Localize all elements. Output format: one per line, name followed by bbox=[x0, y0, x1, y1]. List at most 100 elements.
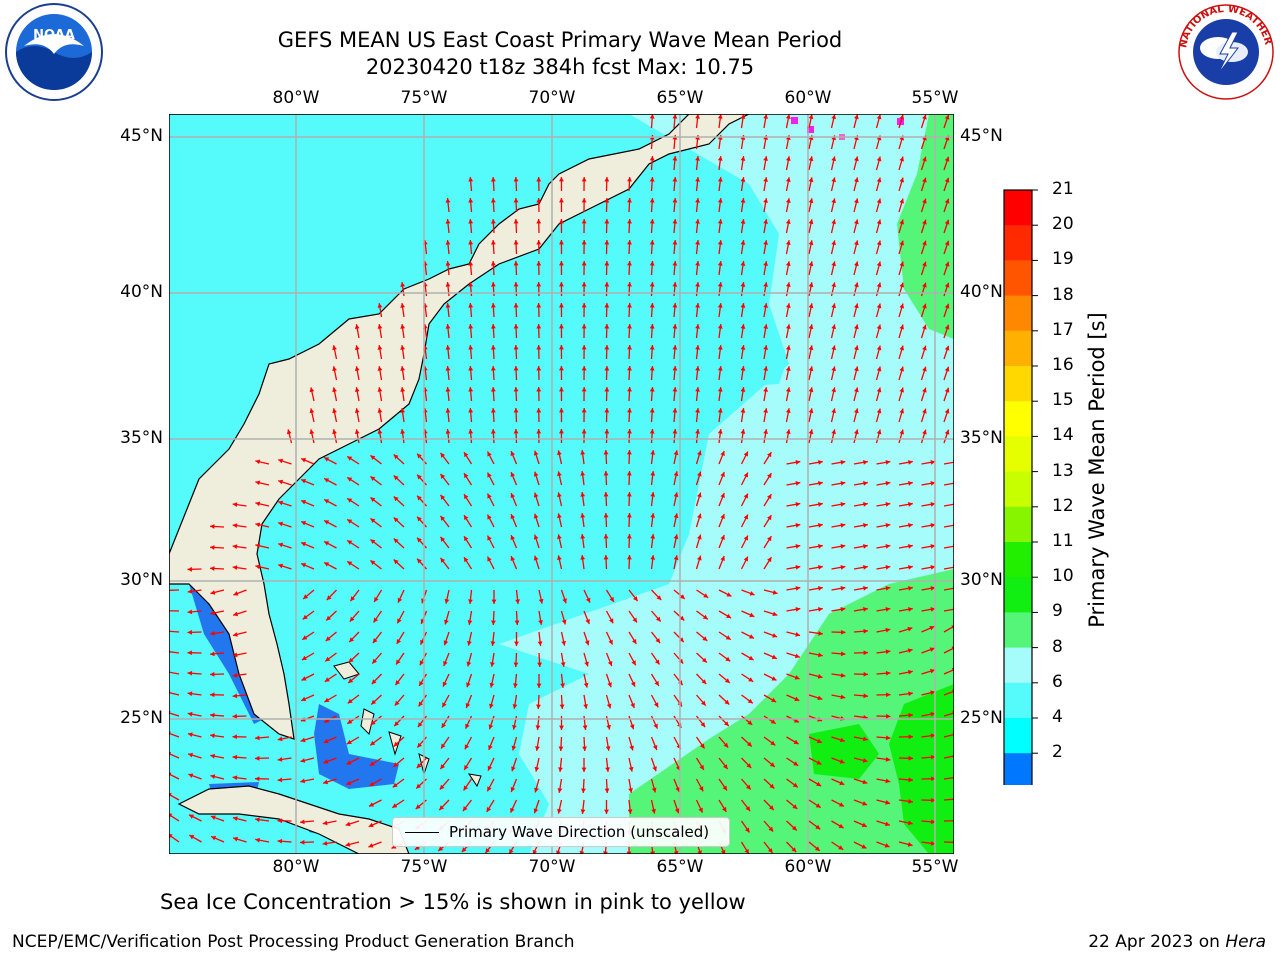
lon-label-top: 55°W bbox=[911, 88, 959, 108]
wave-direction-arrow bbox=[605, 610, 614, 624]
wave-direction-arrow bbox=[898, 156, 905, 171]
wave-direction-arrow bbox=[853, 429, 859, 444]
wave-direction-arrow bbox=[332, 387, 338, 402]
wave-direction-arrow bbox=[232, 775, 247, 781]
wave-direction-arrow bbox=[763, 715, 777, 725]
wave-direction-arrow bbox=[718, 534, 725, 549]
wave-direction-arrow bbox=[740, 820, 751, 833]
wave-direction-arrow bbox=[921, 585, 936, 591]
wave-direction-arrow bbox=[786, 757, 799, 767]
wave-direction-arrow bbox=[534, 757, 540, 772]
wave-direction-arrow bbox=[536, 323, 542, 339]
wave-direction-arrow bbox=[604, 428, 610, 444]
wave-direction-arrow bbox=[628, 715, 635, 730]
wave-direction-arrow bbox=[921, 522, 936, 528]
wave-direction-arrow bbox=[740, 387, 746, 402]
wave-direction-arrow bbox=[740, 799, 751, 812]
wave-direction-arrow bbox=[672, 114, 678, 129]
wave-direction-arrow bbox=[393, 517, 405, 528]
wave-direction-arrow bbox=[785, 114, 791, 129]
wave-direction-arrow bbox=[763, 514, 772, 528]
colorbar-tick-label: 11 bbox=[1052, 531, 1074, 551]
wave-direction-arrow bbox=[559, 386, 564, 402]
wave-direction-arrow bbox=[808, 694, 823, 701]
wave-direction-arrow bbox=[898, 261, 905, 276]
wave-direction-arrow bbox=[740, 535, 749, 549]
wave-direction-arrow bbox=[921, 606, 936, 612]
wave-direction-arrow bbox=[309, 408, 315, 423]
wave-direction-arrow bbox=[673, 555, 679, 570]
wave-direction-arrow bbox=[920, 114, 927, 129]
wave-direction-arrow bbox=[513, 428, 519, 444]
wave-direction-arrow bbox=[831, 501, 846, 507]
wave-direction-arrow bbox=[740, 324, 746, 339]
wave-direction-arrow bbox=[490, 218, 496, 234]
wave-direction-arrow bbox=[808, 585, 823, 591]
wave-direction-arrow bbox=[898, 543, 913, 549]
wave-direction-arrow bbox=[672, 386, 678, 402]
wave-direction-arrow bbox=[672, 176, 678, 192]
wave-direction-arrow bbox=[673, 471, 679, 486]
wave-direction-arrow bbox=[557, 778, 563, 793]
wave-direction-arrow bbox=[853, 799, 868, 806]
colorbar-band bbox=[1004, 190, 1032, 226]
wave-direction-arrow bbox=[876, 480, 891, 486]
wave-direction-arrow bbox=[786, 841, 797, 853]
wave-direction-arrow bbox=[763, 472, 772, 486]
wave-direction-arrow bbox=[786, 652, 801, 659]
wave-direction-arrow bbox=[831, 778, 845, 786]
wave-direction-arrow bbox=[763, 240, 768, 255]
wave-direction-arrow bbox=[763, 156, 768, 171]
wave-direction-arrow bbox=[808, 652, 823, 658]
wave-direction-arrow bbox=[326, 589, 337, 601]
wave-direction-arrow bbox=[831, 629, 846, 635]
wave-direction-arrow bbox=[301, 652, 315, 661]
wave-direction-arrow bbox=[853, 543, 868, 549]
wave-direction-arrow bbox=[943, 429, 950, 444]
wave-direction-arrow bbox=[510, 471, 518, 486]
wave-direction-arrow bbox=[277, 838, 292, 844]
wave-direction-arrow bbox=[603, 533, 609, 549]
wave-direction-arrow bbox=[580, 450, 586, 465]
wave-direction-arrow bbox=[717, 156, 723, 171]
wave-direction-arrow bbox=[672, 323, 678, 339]
wave-direction-arrow bbox=[740, 841, 750, 854]
wave-direction-arrow bbox=[439, 778, 450, 791]
wave-direction-arrow bbox=[605, 694, 612, 709]
wave-direction-arrow bbox=[673, 450, 679, 465]
wave-direction-arrow bbox=[209, 671, 225, 677]
wave-direction-arrow bbox=[763, 177, 768, 192]
wave-direction-arrow bbox=[468, 239, 474, 255]
wave-direction-arrow bbox=[439, 757, 450, 770]
wave-direction-arrow bbox=[300, 520, 315, 528]
wave-direction-arrow bbox=[921, 543, 936, 549]
wave-direction-arrow bbox=[672, 428, 678, 444]
wave-direction-arrow bbox=[445, 303, 451, 318]
wave-direction-arrow bbox=[323, 561, 337, 570]
wave-direction-arrow bbox=[232, 631, 247, 637]
colorbar-band bbox=[1004, 612, 1032, 649]
wave-direction-arrow bbox=[695, 757, 705, 771]
wave-direction-arrow bbox=[763, 673, 777, 681]
wave-direction-arrow bbox=[464, 715, 473, 729]
wave-direction-arrow bbox=[717, 408, 723, 423]
wave-direction-arrow bbox=[400, 429, 405, 444]
wave-direction-arrow bbox=[830, 156, 837, 171]
wave-direction-arrow bbox=[277, 563, 292, 570]
lon-label-bottom: 65°W bbox=[656, 857, 704, 877]
wave-direction-arrow bbox=[943, 240, 950, 255]
wave-direction-arrow bbox=[898, 626, 913, 633]
wave-direction-arrow bbox=[718, 589, 732, 597]
wave-direction-arrow bbox=[831, 757, 845, 764]
wave-direction-arrow bbox=[416, 736, 427, 749]
wave-direction-arrow bbox=[300, 562, 315, 570]
wave-direction-arrow bbox=[536, 302, 542, 318]
wave-direction-arrow bbox=[513, 176, 519, 192]
wave-period-map bbox=[169, 114, 954, 854]
wave-direction-arrow bbox=[921, 840, 936, 846]
wave-direction-arrow bbox=[300, 499, 315, 507]
wave-direction-arrow bbox=[853, 387, 859, 402]
wave-direction-arrow bbox=[560, 589, 567, 604]
wave-direction-arrow bbox=[831, 459, 846, 465]
wave-direction-arrow bbox=[332, 408, 338, 423]
